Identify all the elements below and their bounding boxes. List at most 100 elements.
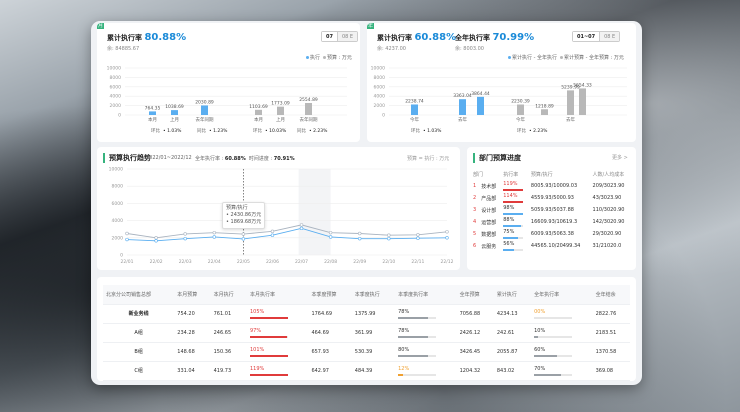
summary-row[interactable]: A组 234.28 246.65 97% 464.69 361.99 78% 2426.12 2… <box>103 323 630 343</box>
bar[interactable] <box>305 102 312 115</box>
data-point[interactable] <box>358 231 362 236</box>
dept-rate-text: 88% <box>503 217 515 223</box>
data-point[interactable] <box>387 236 391 241</box>
month-next-option[interactable]: 08 E <box>336 32 358 41</box>
dept-row[interactable]: 3 设计部 98% 5059.93/5037.88 110/3020.90 <box>471 204 632 216</box>
bar[interactable] <box>201 105 208 115</box>
summary-row[interactable]: B组 148.68 150.36 101% 657.93 530.39 80% 3426.45… <box>103 342 630 362</box>
y-tick-label: 10000 <box>107 66 121 72</box>
summary-rate-cell: 78% <box>395 323 457 343</box>
summary-rate-bar <box>398 373 437 376</box>
period-current-option[interactable]: 01~07 <box>573 32 600 41</box>
dept-rate-text: 114% <box>503 193 518 199</box>
data-point[interactable] <box>416 236 420 240</box>
summary-rate-text: 101% <box>249 346 265 353</box>
data-point[interactable] <box>154 239 158 243</box>
data-point[interactable] <box>299 226 304 231</box>
data-point[interactable] <box>387 233 391 237</box>
summary-rate-cell: 101% <box>246 342 309 362</box>
summary-rate-bar <box>249 335 288 338</box>
trend-line-chart[interactable]: 10000 8000 6000 4000 2000 022/01 22/02 22/03 22/… <box>97 147 460 270</box>
bar-value-label: 3864.44 <box>471 91 490 97</box>
summary-row[interactable]: C组 331.04 419.73 119% 642.97 484.39 12% 1204.32… <box>103 361 630 381</box>
dept-col-amount: 预算/执行 <box>530 171 553 178</box>
dept-row[interactable]: 2 产品部 114% 4559.93/5000.93 43/3023.90 <box>471 192 632 204</box>
data-point[interactable] <box>445 230 449 234</box>
dept-table: 部门 执行率 预算/执行 人数/人均成本 1 技术部 119% 8005.93/100… <box>471 168 632 252</box>
data-point[interactable] <box>241 237 246 241</box>
summary-value-cell: 246.65 <box>210 323 247 343</box>
summary-rate-bar <box>249 354 288 357</box>
bar[interactable] <box>567 90 574 115</box>
summary-value-cell: 419.73 <box>210 361 247 381</box>
bar[interactable] <box>459 99 466 115</box>
data-point[interactable] <box>212 235 216 239</box>
data-point[interactable] <box>125 231 129 236</box>
period-next-option[interactable]: 08 E <box>599 32 620 41</box>
x-tick-label: 22/06 <box>266 259 279 265</box>
monthly-execution-card: 月 累计执行率 80.88% 余: 84885.67 07 08 E 执行 预算 :… <box>97 23 360 142</box>
summary-value-cell: 642.97 <box>308 361 352 381</box>
data-point[interactable] <box>358 236 362 241</box>
summary-value-cell: 2822.76 <box>592 304 630 324</box>
dept-col-name: 部门 <box>473 171 484 178</box>
dept-row[interactable]: 5 数据部 75% 6009.93/5063.38 29/3020.90 <box>471 228 632 240</box>
full-year-rate: 70.99% <box>492 32 535 43</box>
bar[interactable] <box>477 96 484 115</box>
bar[interactable] <box>517 104 524 115</box>
summary-rate-cell: 78% <box>395 304 457 324</box>
monthly-remaining: 余: 84885.67 <box>107 46 140 52</box>
x-tick-label: 22/11 <box>411 259 424 265</box>
bar[interactable] <box>541 109 548 115</box>
bar[interactable] <box>579 88 586 115</box>
change-label: 同比 <box>197 127 206 134</box>
summary-value-cell: 331.04 <box>174 361 211 381</box>
legend-budget: 累计预算 - 全年预算 : 万元 <box>563 55 624 61</box>
dept-row[interactable]: 4 运营部 88% 16609.93/10619.3 142/3020.90 <box>471 216 632 228</box>
bar[interactable] <box>277 106 284 115</box>
dept-row[interactable]: 1 技术部 119% 8005.93/10009.03 209/3023.90 <box>471 180 632 192</box>
month-current-option[interactable]: 07 <box>322 32 337 41</box>
summary-value-cell: 1375.99 <box>351 304 396 324</box>
data-point[interactable] <box>328 230 333 235</box>
y-tick-label: 6000 <box>110 84 122 90</box>
x-tick-label: 22/07 <box>295 259 308 265</box>
more-link[interactable]: 更多 > <box>612 155 628 161</box>
dept-rate: 56% <box>501 240 529 252</box>
data-point[interactable] <box>125 237 129 242</box>
y-tick-label: 8000 <box>374 75 386 81</box>
data-point[interactable] <box>212 230 216 235</box>
data-point[interactable] <box>183 232 187 236</box>
data-point[interactable] <box>445 236 449 240</box>
summary-row-name: C组 <box>103 361 175 381</box>
dept-rank: 2 <box>473 195 477 201</box>
summary-col-header: 本季度执行率 <box>395 285 457 305</box>
summary-value-cell: 361.99 <box>351 323 396 343</box>
dept-people: 110/3020.90 <box>592 207 625 213</box>
data-point[interactable] <box>241 232 246 236</box>
bar[interactable] <box>255 109 262 115</box>
month-selector[interactable]: 07 08 E <box>321 31 359 42</box>
data-point[interactable] <box>270 233 275 237</box>
yearly-rate-label: 全年执行率 : <box>195 156 224 162</box>
data-point[interactable] <box>328 235 333 239</box>
bar[interactable] <box>171 110 178 115</box>
summary-row[interactable]: 新业务线 754.20 761.01 105% 1764.69 1375.99 78% 705… <box>103 304 630 324</box>
bar[interactable] <box>149 111 156 115</box>
summary-rate-text: 00% <box>534 308 546 315</box>
data-point[interactable] <box>270 229 275 234</box>
data-point[interactable] <box>416 233 420 237</box>
data-point[interactable] <box>299 223 304 227</box>
summary-rate-cell: 80% <box>395 342 457 362</box>
change-value: • 1.23% <box>209 128 228 134</box>
monthly-title: 累计执行率 80.88% <box>107 32 186 43</box>
data-point[interactable] <box>154 236 158 240</box>
period-selector[interactable]: 01~07 08 E <box>572 31 621 42</box>
bar-category-label: 上月 <box>170 116 179 123</box>
bar[interactable] <box>411 104 418 115</box>
data-point[interactable] <box>183 236 187 241</box>
dept-amount: 6009.93/5063.38 <box>530 231 574 237</box>
y-tick-label: 0 <box>118 113 121 119</box>
dept-row[interactable]: 6 云服务 56% 44565.10/20499.34 31/21020.0 <box>471 240 632 252</box>
summary-rate-cell: 119% <box>246 361 309 381</box>
